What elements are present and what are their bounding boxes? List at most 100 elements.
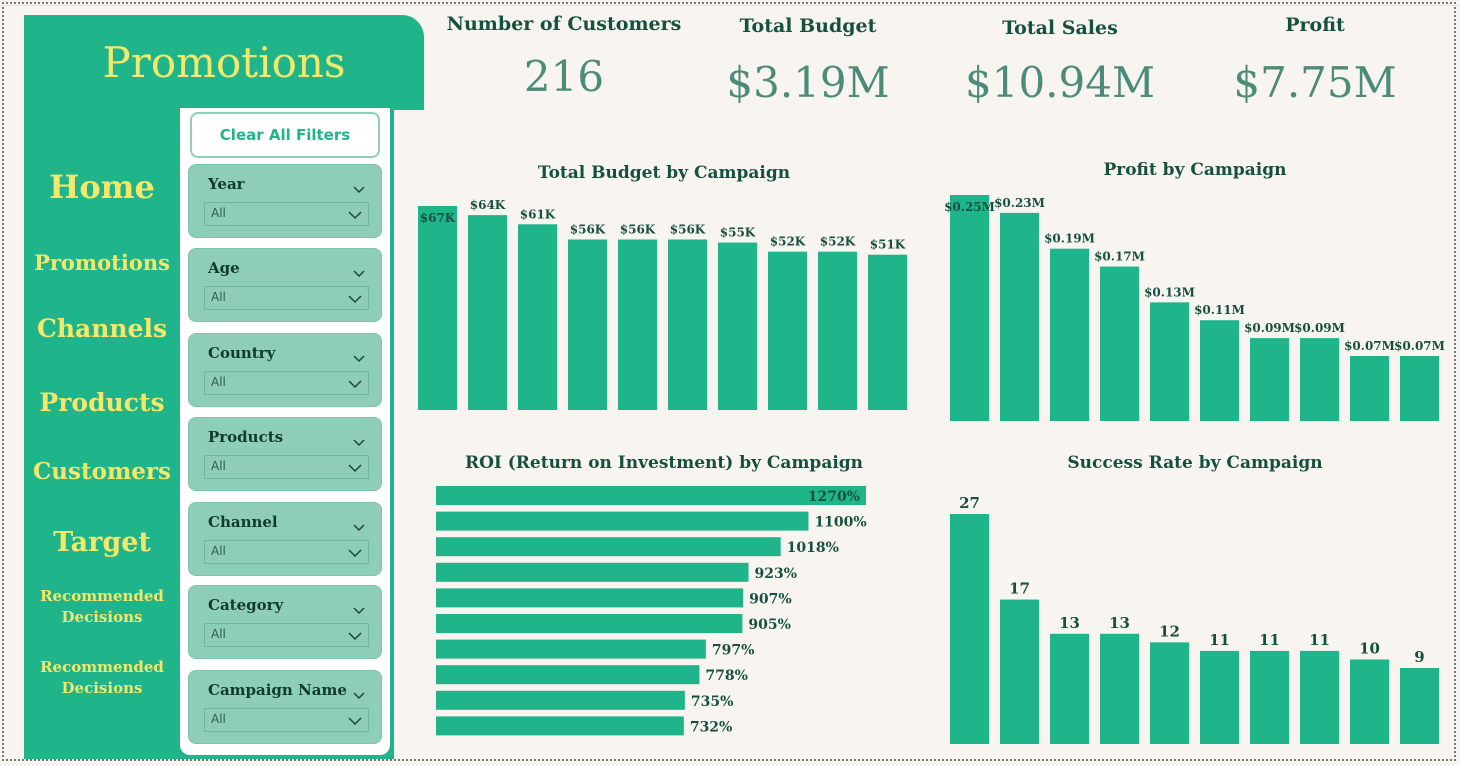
- bar: [1050, 248, 1089, 421]
- slicer-label: Channel: [208, 513, 278, 531]
- bar: [436, 639, 706, 659]
- slicer-label: Campaign Name: [208, 681, 347, 699]
- bar: [436, 690, 685, 710]
- chevron-down-icon[interactable]: [353, 262, 365, 278]
- bar: [468, 215, 507, 410]
- bar: [436, 588, 744, 608]
- profit-bar-chart: $0.25M $0.23M $0.19M $0.17M $0.13M $0.11M $0.0…: [944, 195, 1445, 421]
- data-label: $52K: [820, 235, 856, 249]
- slicer-label: Year: [208, 175, 245, 193]
- data-label: 9: [1414, 648, 1424, 666]
- chevron-down-icon[interactable]: [353, 347, 365, 363]
- nav-recommended-decisions-2[interactable]: Recommended Decisions: [40, 658, 164, 697]
- data-label: 10: [1359, 639, 1380, 657]
- bar: [1200, 650, 1239, 744]
- kpi-customers-label: Number of Customers: [446, 13, 682, 35]
- bar: [436, 665, 700, 685]
- bar: [1300, 650, 1339, 744]
- data-label: 13: [1109, 614, 1130, 632]
- kpi-sales-value: $10.94M: [965, 58, 1155, 107]
- data-label: $56K: [570, 222, 606, 236]
- bar: [1150, 302, 1189, 421]
- chevron-down-icon[interactable]: [353, 684, 365, 700]
- slicer-campaign-name: Campaign Name All: [188, 670, 382, 744]
- data-label: $0.25M: [944, 200, 995, 214]
- bar: [1250, 338, 1289, 421]
- nav-channels[interactable]: Channels: [36, 314, 168, 343]
- bar: [436, 614, 743, 633]
- kpi-profit-value: $7.75M: [1233, 58, 1397, 107]
- bar: [1100, 633, 1139, 744]
- nav-home[interactable]: Home: [49, 168, 155, 206]
- data-label: 1270%: [808, 489, 860, 505]
- slicer-value: All: [211, 375, 226, 389]
- kpi-budget-label: Total Budget: [739, 15, 877, 37]
- nav-target[interactable]: Target: [53, 527, 151, 558]
- roi-chart-title: ROI (Return on Investment) by Campaign: [464, 453, 864, 473]
- bar: [568, 239, 607, 410]
- nav-customers[interactable]: Customers: [33, 458, 171, 485]
- slicer-dropdown[interactable]: All: [204, 455, 369, 479]
- bar: [768, 251, 807, 410]
- slicer-category: Category All: [188, 585, 382, 659]
- success-chart-title: Success Rate by Campaign: [1067, 453, 1323, 473]
- data-label: $0.13M: [1144, 285, 1195, 299]
- budget-bar-chart: $67K $64K $61K $56K $56K $56K $55K $52K $52K $51K: [418, 198, 907, 410]
- bar: [668, 239, 707, 410]
- slicer-label: Age: [208, 259, 240, 277]
- nav-promotions[interactable]: Promotions: [34, 250, 170, 275]
- slicer-value: All: [211, 627, 226, 641]
- nav-products[interactable]: Products: [39, 388, 165, 417]
- bar: [1400, 356, 1439, 421]
- chevron-down-icon: [348, 632, 362, 640]
- bar: [1000, 599, 1039, 744]
- chevron-down-icon[interactable]: [353, 178, 365, 194]
- data-label: $55K: [720, 226, 756, 240]
- data-label: $61K: [520, 207, 556, 221]
- nav-recommended-decisions[interactable]: Recommended Decisions: [40, 587, 164, 626]
- slicer-dropdown[interactable]: All: [204, 286, 369, 310]
- data-label: 17: [1009, 580, 1030, 598]
- kpi-customers-value: 216: [523, 52, 605, 101]
- chevron-down-icon[interactable]: [353, 516, 365, 532]
- data-label: $0.09M: [1294, 321, 1345, 335]
- slicer-dropdown[interactable]: All: [204, 540, 369, 564]
- bar: [1100, 266, 1139, 421]
- bar: [1400, 668, 1439, 744]
- page-title: Promotions: [102, 38, 346, 87]
- chevron-down-icon: [348, 295, 362, 303]
- bar: [1200, 320, 1239, 421]
- title-banner: Promotions: [24, 15, 424, 110]
- slicer-country: Country All: [188, 333, 382, 407]
- data-label: $0.07M: [1394, 339, 1445, 353]
- slicer-products: Products All: [188, 417, 382, 491]
- chevron-down-icon: [348, 549, 362, 557]
- bar: [1350, 659, 1389, 744]
- slicer-dropdown[interactable]: All: [204, 708, 369, 732]
- bar: [618, 239, 657, 410]
- slicer-dropdown[interactable]: All: [204, 623, 369, 647]
- kpi-sales-label: Total Sales: [1002, 17, 1118, 39]
- data-label: 11: [1259, 631, 1280, 649]
- chevron-down-icon: [348, 464, 362, 472]
- data-label: $51K: [870, 238, 906, 252]
- slicer-dropdown[interactable]: All: [204, 202, 369, 226]
- slicer-dropdown[interactable]: All: [204, 371, 369, 395]
- bar: [418, 206, 457, 410]
- chevron-down-icon[interactable]: [353, 599, 365, 615]
- data-label: $64K: [470, 198, 506, 212]
- data-label: 27: [959, 494, 980, 512]
- slicer-year: Year All: [188, 164, 382, 238]
- slicer-age: Age All: [188, 248, 382, 322]
- bar: [818, 251, 857, 410]
- bar: [868, 254, 907, 410]
- bar: [436, 537, 781, 557]
- bar: [1000, 212, 1039, 421]
- chevron-down-icon[interactable]: [353, 431, 365, 447]
- nav-sidebar: [24, 15, 180, 759]
- slicer-label: Products: [208, 428, 284, 446]
- clear-all-filters-button[interactable]: Clear All Filters: [190, 112, 380, 158]
- chevron-down-icon: [348, 717, 362, 725]
- bar: [1150, 642, 1189, 744]
- bar: [718, 242, 757, 410]
